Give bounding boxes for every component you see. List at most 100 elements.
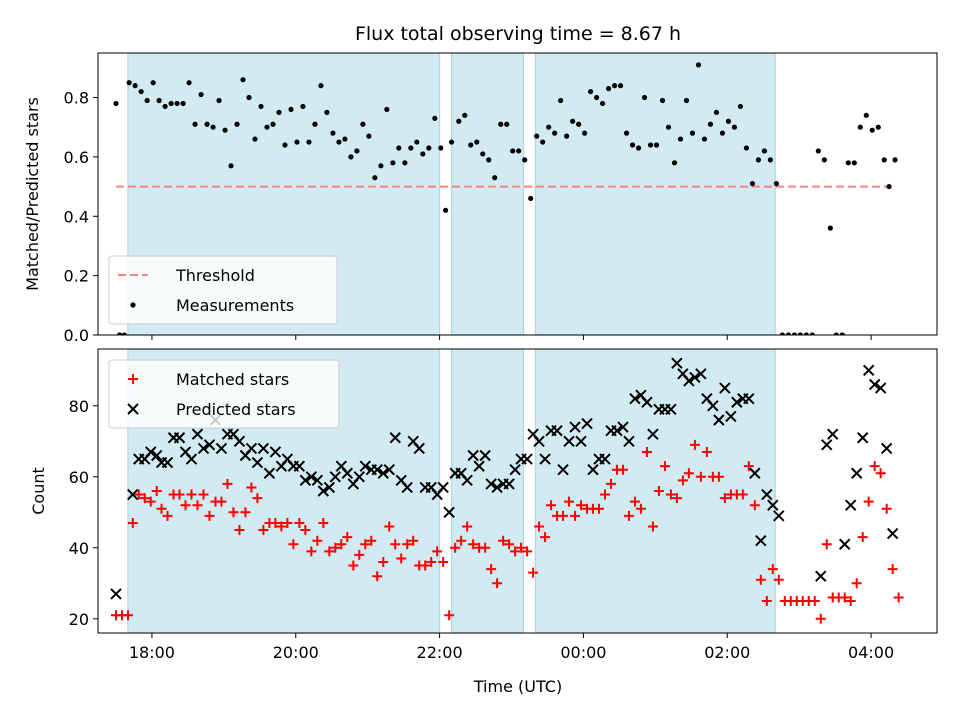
- matched-stars-point: [516, 542, 527, 553]
- measurement-point: [121, 332, 127, 335]
- measurement-point: [354, 148, 360, 154]
- measurement-point: [318, 83, 324, 89]
- predicted-stars-point: [839, 538, 851, 550]
- measurement-point: [582, 130, 588, 136]
- predicted-stars-point: [773, 510, 785, 522]
- predicted-stars-point: [725, 410, 737, 423]
- matched-stars-point: [372, 571, 383, 582]
- matched-stars-point: [761, 596, 772, 607]
- predicted-stars-point: [185, 453, 198, 465]
- predicted-stars-point: [707, 400, 719, 412]
- measurement-point: [719, 130, 726, 136]
- predicted-stars-point: [293, 460, 306, 472]
- predicted-stars-point: [629, 392, 641, 405]
- predicted-stars-point: [263, 467, 276, 479]
- measurement-point: [150, 80, 156, 86]
- measurement-point: [396, 145, 402, 151]
- predicted-stars-point: [503, 478, 515, 490]
- matched-stars-point: [133, 489, 144, 500]
- measurement-point: [402, 160, 408, 166]
- matched-stars-point: [647, 521, 658, 532]
- matched-stars-point: [641, 446, 652, 457]
- measurement-point: [815, 148, 821, 154]
- measurement-point: [240, 77, 246, 83]
- measurement-point: [886, 183, 892, 190]
- matched-stars-point: [300, 525, 311, 536]
- predicted-stars-point: [623, 435, 635, 448]
- predicted-stars-point: [850, 467, 863, 479]
- matched-stars-point: [222, 478, 233, 489]
- measurement-point: [168, 100, 174, 107]
- measurement-point: [647, 142, 654, 148]
- predicted-stars-point: [145, 446, 157, 458]
- predicted-stars-point: [467, 449, 479, 462]
- measurement-point: [540, 139, 546, 145]
- matched-stars-point: [683, 468, 694, 479]
- measurement-point: [534, 133, 540, 139]
- bottom-series-predicted-stars: [110, 357, 899, 600]
- matched-stars-point: [755, 574, 766, 585]
- top-legend: Threshold Measurements: [108, 255, 338, 325]
- matched-stars-point: [151, 486, 162, 496]
- measurement-point: [791, 332, 797, 335]
- top-y-tick-label: 0.2: [64, 267, 89, 286]
- measurement-point: [300, 103, 306, 110]
- matched-stars-point: [486, 564, 497, 575]
- measurement-point: [228, 163, 234, 169]
- matched-stars-point: [294, 517, 305, 528]
- matched-stars-point: [677, 475, 688, 486]
- matched-stars-point: [456, 535, 467, 546]
- measurement-point: [510, 148, 516, 154]
- measurement-point: [113, 100, 119, 107]
- matched-stars-point: [767, 564, 778, 575]
- matched-stars-point: [665, 489, 676, 500]
- measurement-point: [126, 80, 132, 86]
- matched-stars-point: [857, 532, 868, 543]
- measurement-point: [617, 83, 624, 89]
- matched-stars-point: [402, 539, 413, 550]
- measurement-point: [270, 121, 276, 127]
- predicted-stars-point: [557, 463, 569, 476]
- matched-stars-point: [671, 493, 682, 504]
- top-y-tick-label: 0.0: [64, 326, 89, 345]
- measurement-point: [611, 83, 618, 89]
- top-legend-label: Measurements: [176, 296, 294, 315]
- predicted-stars-point: [641, 396, 653, 408]
- measurement-point: [695, 62, 702, 68]
- matched-stars-point: [240, 507, 251, 518]
- matched-stars-point: [468, 539, 479, 550]
- matched-stars-point: [617, 464, 628, 475]
- matched-stars-point: [659, 461, 670, 472]
- matched-stars-point: [186, 489, 197, 500]
- predicted-stars-point: [479, 449, 491, 462]
- predicted-stars-point: [695, 368, 707, 380]
- matched-stars-point: [839, 592, 850, 603]
- measurement-point: [330, 130, 336, 136]
- measurement-point: [486, 157, 492, 163]
- matched-stars-point: [156, 503, 167, 514]
- matched-stars-point: [749, 500, 760, 511]
- predicted-stars-point: [311, 474, 324, 487]
- measurement-point: [671, 160, 678, 166]
- measurement-point: [576, 121, 582, 127]
- predicted-stars-point: [749, 467, 761, 479]
- matched-stars-point: [438, 557, 449, 567]
- measurement-point: [641, 94, 648, 101]
- measurement-point: [665, 124, 672, 130]
- measurement-point: [827, 225, 833, 231]
- measurement-point: [198, 91, 204, 98]
- matched-stars-point: [701, 446, 712, 457]
- x-tick-label: 20:00: [273, 643, 319, 662]
- measurement-point: [785, 332, 791, 335]
- top-series-measurements: [113, 62, 898, 335]
- bottom-axes-frame: [97, 348, 938, 634]
- matched-stars-point: [869, 461, 880, 472]
- measurement-point: [348, 154, 354, 160]
- matched-stars-point: [174, 489, 185, 500]
- matched-stars-point: [360, 539, 371, 550]
- measurement-point: [564, 133, 570, 139]
- measurement-point: [144, 97, 150, 104]
- matched-stars-point: [234, 525, 245, 536]
- matched-stars-point: [773, 574, 784, 585]
- predicted-stars-point: [383, 463, 395, 476]
